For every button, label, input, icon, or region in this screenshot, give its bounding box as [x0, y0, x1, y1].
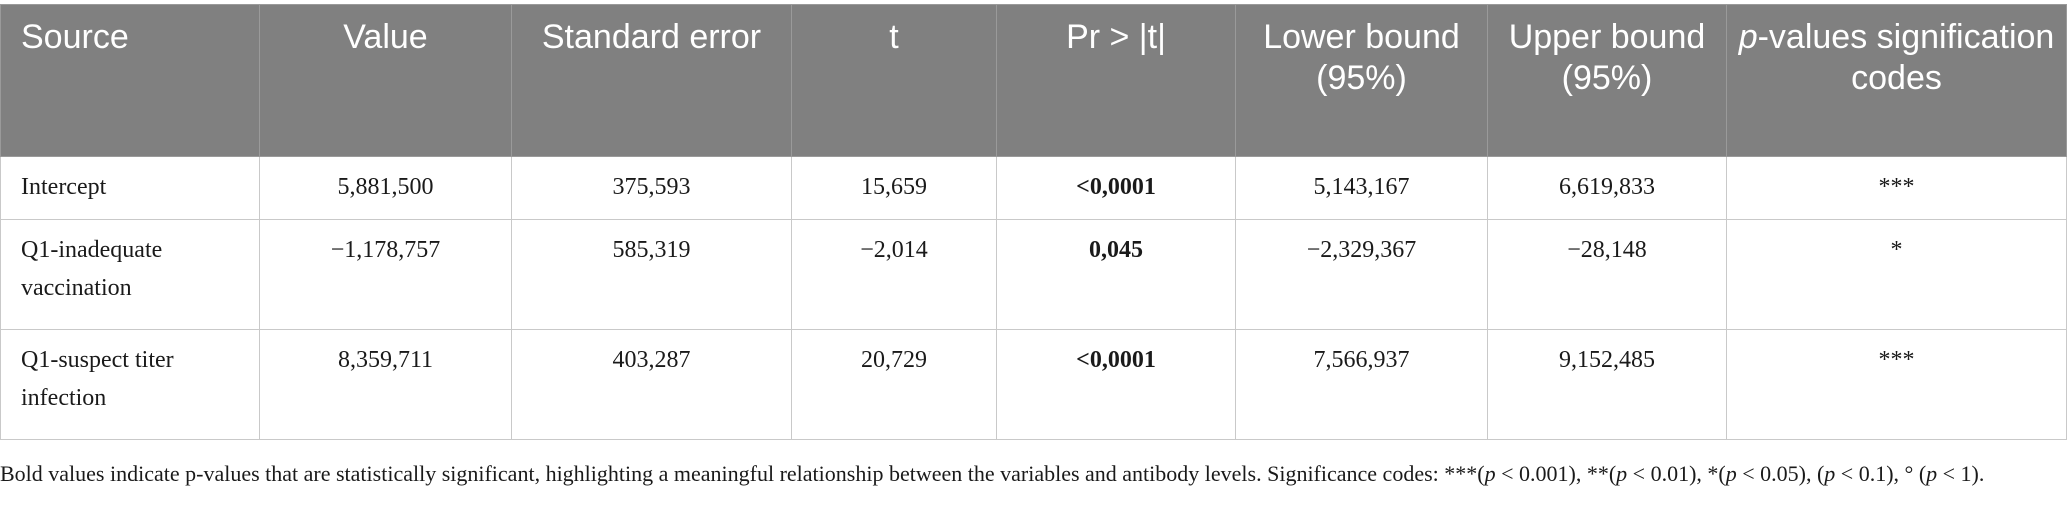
- cell-lower-bound: 5,143,167: [1235, 156, 1488, 220]
- cell-significance-code: ***: [1726, 329, 2067, 440]
- cell-t: −2,014: [791, 219, 997, 330]
- header-pr: Pr > |t|: [996, 4, 1236, 157]
- cell-upper-bound: 9,152,485: [1487, 329, 1727, 440]
- cell-pr: <0,0001: [996, 329, 1236, 440]
- table-row: Intercept 5,881,500 375,593 15,659 <0,00…: [0, 156, 2067, 220]
- footnote-text: < 0.01), *(: [1627, 461, 1726, 486]
- header-pvalue-rest: -values signification codes: [1757, 18, 2055, 97]
- header-source: Source: [0, 4, 260, 157]
- header-standard-error: Standard error: [511, 4, 792, 157]
- cell-significance-code: *: [1726, 219, 2067, 330]
- header-upper-bound: Upper bound (95%): [1487, 4, 1727, 157]
- cell-upper-bound: −28,148: [1487, 219, 1727, 330]
- footnote-text: < 0.05), (: [1736, 461, 1825, 486]
- cell-value: 5,881,500: [259, 156, 512, 220]
- header-pvalue-codes: p-values signification codes: [1726, 4, 2067, 157]
- cell-lower-bound: −2,329,367: [1235, 219, 1488, 330]
- cell-standard-error: 585,319: [511, 219, 792, 330]
- header-value: Value: [259, 4, 512, 157]
- footnote-text: Bold values indicate p-values that are s…: [0, 461, 1485, 486]
- regression-table: Source Value Standard error t Pr > |t| L…: [0, 4, 2067, 440]
- footnote-p: p: [1616, 461, 1628, 486]
- footnote-text: < 0.1), ° (: [1835, 461, 1927, 486]
- cell-significance-code: ***: [1726, 156, 2067, 220]
- footnote-p: p: [1824, 461, 1836, 486]
- cell-t: 20,729: [791, 329, 997, 440]
- cell-value: −1,178,757: [259, 219, 512, 330]
- table-header-row: Source Value Standard error t Pr > |t| L…: [0, 4, 2067, 157]
- header-t: t: [791, 4, 997, 157]
- cell-standard-error: 375,593: [511, 156, 792, 220]
- footnote-p: p: [1926, 461, 1938, 486]
- table-row: Q1-inadequate vaccination −1,178,757 585…: [0, 219, 2067, 330]
- footnote-text: < 1).: [1937, 461, 1985, 486]
- footnote-p: p: [1725, 461, 1737, 486]
- header-lower-bound: Lower bound (95%): [1235, 4, 1488, 157]
- cell-source: Q1-suspect titer infection: [0, 329, 260, 440]
- cell-pr: 0,045: [996, 219, 1236, 330]
- header-pvalue-p: p: [1738, 18, 1758, 56]
- table-row: Q1-suspect titer infection 8,359,711 403…: [0, 329, 2067, 440]
- cell-lower-bound: 7,566,937: [1235, 329, 1488, 440]
- footnote-text: < 0.001), **(: [1495, 461, 1617, 486]
- cell-t: 15,659: [791, 156, 997, 220]
- cell-standard-error: 403,287: [511, 329, 792, 440]
- cell-pr: <0,0001: [996, 156, 1236, 220]
- cell-source: Q1-inadequate vaccination: [0, 219, 260, 330]
- cell-upper-bound: 6,619,833: [1487, 156, 1727, 220]
- footnote-p: p: [1484, 461, 1496, 486]
- cell-value: 8,359,711: [259, 329, 512, 440]
- cell-source: Intercept: [0, 156, 260, 220]
- table-footnote: Bold values indicate p-values that are s…: [0, 458, 2060, 489]
